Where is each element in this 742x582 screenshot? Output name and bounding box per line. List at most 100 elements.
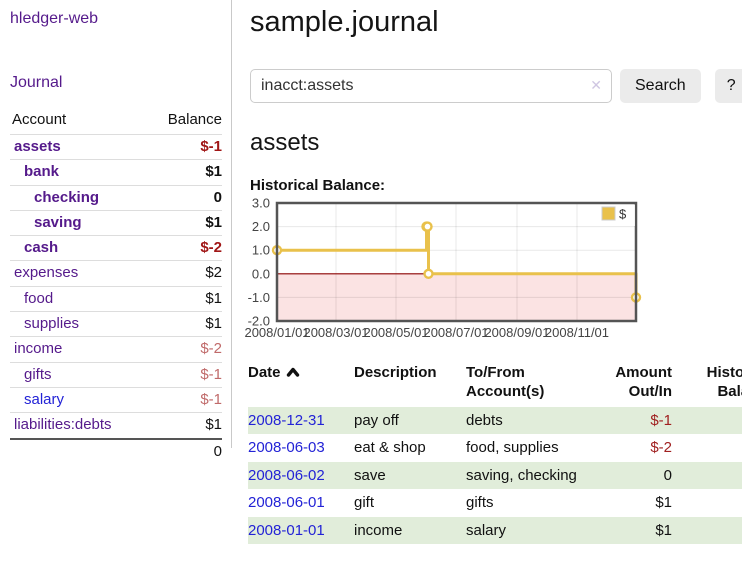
search-bar: ✕ Search ?: [250, 69, 742, 103]
y-axis-tick-label: 3.0: [252, 196, 270, 211]
search-box: ✕: [250, 69, 612, 103]
search-button[interactable]: Search: [620, 69, 701, 103]
historical-balance-chart: $3.0 2.0 1.0 0.0 -1.0 -2.0 2008/01/01 2008/03/0…: [244, 196, 742, 343]
search-input[interactable]: [250, 69, 612, 103]
register-date-link[interactable]: 2008-06-01: [248, 494, 325, 511]
account-row: food $1: [10, 286, 222, 313]
account-link[interactable]: income: [14, 340, 63, 358]
accounts-header-account: Account: [10, 108, 147, 135]
accounts-total-row: 0: [10, 437, 222, 464]
register-header-balance[interactable]: Historical Balance: [706, 364, 742, 400]
register-balance: $2: [680, 462, 742, 490]
account-balance: $-1: [146, 134, 222, 161]
account-row: supplies $1: [10, 311, 222, 338]
account-balance: 0: [146, 185, 222, 211]
account-link[interactable]: salary: [24, 390, 65, 408]
account-balance: $1: [146, 159, 222, 186]
account-balance: $1: [146, 210, 222, 237]
y-axis-tick-label: -2.0: [248, 314, 270, 329]
accounts-header-balance: Balance: [146, 108, 222, 135]
account-row: salary $-1: [10, 387, 222, 414]
register-amount: $-1: [650, 411, 672, 429]
y-axis-tick-label: 2.0: [252, 219, 270, 234]
y-axis-tick-label: 0.0: [252, 266, 270, 281]
account-balance: $1: [146, 311, 222, 338]
x-axis-tick-label: 2008/05/01: [363, 325, 428, 340]
register-accounts: gifts: [466, 494, 494, 511]
register-header-amount[interactable]: Amount Out/In: [615, 364, 672, 400]
account-cell: expenses: [10, 260, 147, 287]
x-axis-tick-label: 2008/07/01: [423, 325, 488, 340]
account-heading: assets: [250, 129, 320, 156]
account-link[interactable]: saving: [34, 213, 82, 231]
account-balance: $1: [146, 412, 222, 440]
register-date-link[interactable]: 2008-12-31: [248, 411, 325, 429]
account-row: expenses $2: [10, 260, 222, 287]
register-date-cell: 2008-06-03: [248, 434, 354, 462]
register-header-description[interactable]: Description: [354, 364, 437, 381]
register-date-link[interactable]: 2008-01-01: [248, 521, 325, 539]
register-description: pay off: [354, 411, 399, 429]
account-row: gifts $-1: [10, 362, 222, 388]
account-cell: bank: [10, 159, 147, 186]
negative-region: [278, 273, 635, 320]
account-balance: $-1: [146, 362, 222, 388]
register-table: Date Description To/From Account(s) Amou…: [248, 361, 742, 544]
search-help-button[interactable]: ?: [714, 69, 742, 103]
sidebar: hledger-web Journal Account Balance asse…: [0, 0, 232, 464]
x-axis-tick-label: 2008/11/01: [545, 325, 609, 340]
register-row: 2008-06-02 save saving, checking 0 $2: [248, 461, 742, 490]
accounts-total-spacer: [10, 437, 147, 464]
register-accounts: debts: [466, 411, 503, 429]
register-description: income: [354, 521, 403, 539]
account-row: assets $-1: [10, 134, 222, 161]
app-brand: hledger-web: [10, 10, 99, 27]
account-balance: $1: [146, 286, 222, 313]
register-accounts: salary: [466, 521, 507, 539]
account-row: saving $1: [10, 210, 222, 237]
account-cell: cash: [10, 235, 147, 262]
register-header-row: Date Description To/From Account(s) Amou…: [248, 361, 742, 407]
register-date-link[interactable]: 2008-06-03: [248, 439, 325, 456]
account-row: bank $1: [10, 159, 222, 186]
legend-swatch: [601, 206, 616, 221]
register-accounts: food, supplies: [466, 439, 559, 456]
account-link[interactable]: liabilities:debts: [14, 416, 112, 434]
register-date-cell: 2008-06-01: [248, 489, 354, 517]
account-cell: food: [10, 286, 147, 313]
register-row: 2008-12-31 pay off debts $-1 $-1: [248, 406, 742, 434]
account-link[interactable]: assets: [14, 138, 61, 155]
sort-asc-icon: [286, 365, 300, 384]
register-date-link[interactable]: 2008-06-02: [248, 466, 325, 484]
account-link[interactable]: food: [24, 289, 54, 307]
y-axis-tick-label: 1.0: [252, 243, 270, 258]
register-row: 2008-06-03 eat & shop food, supplies $-2 0: [248, 434, 742, 462]
account-link[interactable]: bank: [24, 163, 60, 181]
register-header-accounts[interactable]: To/From Account(s): [466, 364, 545, 400]
register-header-date[interactable]: Date: [248, 361, 354, 407]
accounts-total-value: 0: [146, 437, 222, 464]
register-row: 2008-06-01 gift gifts $1 $2: [248, 489, 742, 517]
account-row: income $-2: [10, 336, 222, 363]
register-amount: 0: [663, 466, 672, 484]
account-link[interactable]: expenses: [14, 264, 79, 282]
page-title: sample.journal: [250, 6, 439, 38]
account-link[interactable]: gifts: [24, 365, 52, 383]
register-amount: $1: [655, 521, 672, 539]
nav-journal-link[interactable]: Journal: [10, 74, 63, 91]
account-balance: $-2: [146, 336, 222, 363]
account-link[interactable]: checking: [34, 188, 100, 206]
clear-search-icon[interactable]: ✕: [590, 77, 602, 93]
account-cell: checking: [10, 185, 147, 211]
account-cell: salary: [10, 387, 147, 414]
register-description: gift: [354, 494, 375, 511]
account-cell: liabilities:debts: [10, 412, 147, 440]
account-link[interactable]: cash: [24, 239, 59, 257]
plot-border: [275, 201, 638, 323]
account-cell: saving: [10, 210, 147, 237]
account-balance: $-1: [146, 387, 222, 414]
account-link[interactable]: supplies: [24, 315, 80, 333]
x-axis-tick-label: 2008/01/01: [244, 325, 309, 340]
account-row: liabilities:debts $1: [10, 412, 222, 440]
register-description: eat & shop: [354, 439, 426, 456]
